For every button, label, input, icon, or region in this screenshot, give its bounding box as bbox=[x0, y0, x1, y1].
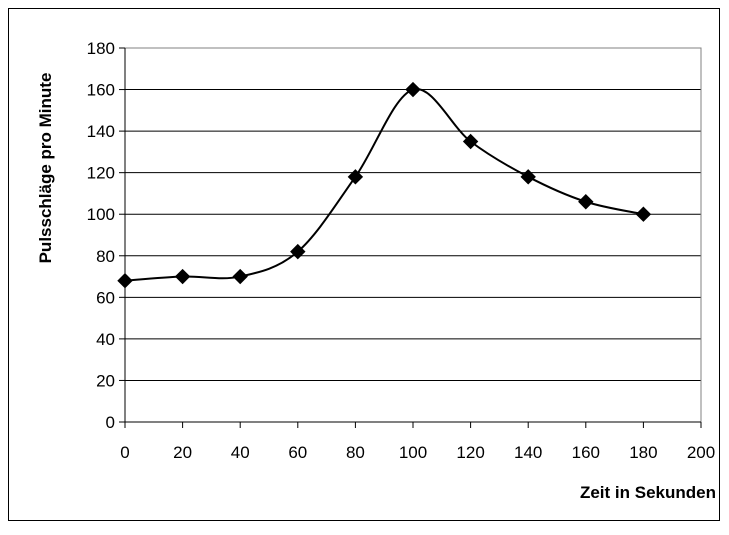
chart-border bbox=[8, 8, 720, 521]
y-tick-label: 100 bbox=[87, 205, 115, 224]
y-tick-label: 180 bbox=[87, 39, 115, 58]
x-tick-label: 80 bbox=[346, 443, 365, 462]
data-point-40 bbox=[232, 268, 248, 285]
x-tick-label: 120 bbox=[456, 443, 484, 462]
data-point-80 bbox=[347, 169, 364, 185]
data-point-180 bbox=[635, 206, 652, 222]
x-tick-label: 100 bbox=[399, 443, 427, 462]
y-tick-label: 0 bbox=[106, 413, 115, 432]
y-tick-label: 40 bbox=[96, 330, 115, 349]
x-tick-label: 180 bbox=[629, 443, 657, 462]
x-tick-label: 160 bbox=[572, 443, 600, 462]
data-point-120 bbox=[462, 133, 479, 150]
x-tick-label: 60 bbox=[288, 443, 307, 462]
y-tick-label: 120 bbox=[87, 164, 115, 183]
data-point-60 bbox=[290, 243, 306, 260]
y-tick-label: 80 bbox=[96, 247, 115, 266]
y-axis-title: Pulsschläge pro Minute bbox=[36, 73, 55, 264]
y-tick-label: 60 bbox=[96, 288, 115, 307]
y-tick-label: 20 bbox=[96, 371, 115, 390]
y-tick-label: 160 bbox=[87, 81, 115, 100]
data-point-160 bbox=[578, 194, 594, 210]
x-tick-label: 140 bbox=[514, 443, 542, 462]
data-point-140 bbox=[520, 169, 536, 185]
x-tick-label: 40 bbox=[231, 443, 250, 462]
x-tick-label: 200 bbox=[687, 443, 715, 462]
x-axis-title: Zeit in Sekunden bbox=[580, 483, 716, 502]
x-tick-label: 0 bbox=[120, 443, 129, 462]
series-layer bbox=[117, 81, 652, 289]
data-point-100 bbox=[405, 81, 421, 98]
axis-ticks: 0 20 40 60 80 100 120 140 160 180 0 20 40 60 80 100 120 1… bbox=[87, 39, 716, 462]
data-point-0 bbox=[117, 273, 133, 289]
x-tick-label: 20 bbox=[173, 443, 192, 462]
series-line-0 bbox=[124, 88, 644, 282]
y-tick-label: 140 bbox=[87, 122, 115, 141]
data-point-20 bbox=[174, 268, 191, 285]
